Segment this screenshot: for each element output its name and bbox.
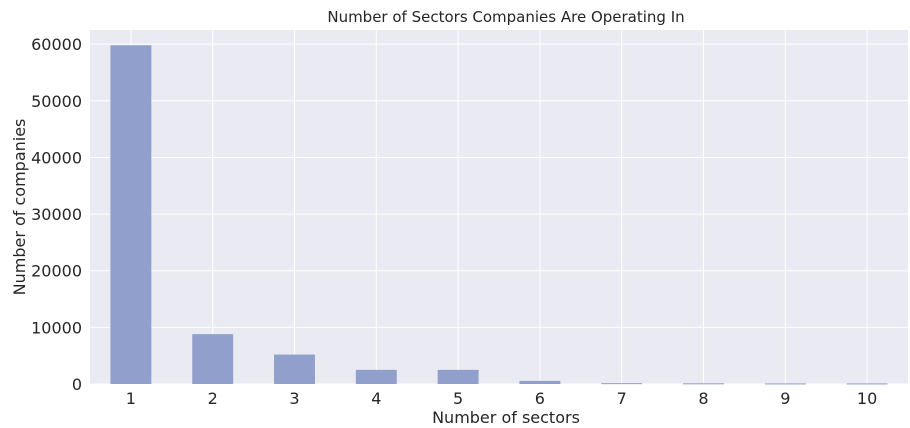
x-tick-label: 5 xyxy=(453,389,463,408)
y-axis-label: Number of companies xyxy=(10,119,29,296)
x-axis-ticks: 1 2 3 4 5 6 7 8 9 10 xyxy=(126,389,877,408)
y-tick-label: 10000 xyxy=(31,318,82,337)
y-tick-label: 60000 xyxy=(31,35,82,54)
bar-6 xyxy=(519,380,561,384)
y-tick-label: 20000 xyxy=(31,262,82,281)
x-tick-label: 9 xyxy=(780,389,790,408)
x-tick-label: 8 xyxy=(698,389,708,408)
x-tick-label: 1 xyxy=(126,389,136,408)
x-tick-label: 3 xyxy=(289,389,299,408)
bar-8 xyxy=(683,383,724,385)
y-tick-label: 50000 xyxy=(31,92,82,111)
x-tick-label: 7 xyxy=(617,389,627,408)
x-tick-label: 6 xyxy=(535,389,545,408)
x-tick-label: 2 xyxy=(208,389,218,408)
bars-layer xyxy=(110,45,888,385)
plot-area xyxy=(90,30,908,384)
bar-1 xyxy=(110,45,152,385)
bar-7 xyxy=(601,383,643,385)
bar-4 xyxy=(355,369,397,384)
y-axis-ticks: 0 10000 20000 30000 40000 50000 60000 xyxy=(31,35,82,394)
bar-5 xyxy=(437,369,479,384)
bar-10 xyxy=(846,383,888,385)
y-tick-label: 0 xyxy=(72,375,82,394)
y-tick-label: 40000 xyxy=(31,148,82,167)
bar-2 xyxy=(192,334,234,384)
chart-title: Number of Sectors Companies Are Operatin… xyxy=(327,8,684,26)
bar-9 xyxy=(764,383,806,385)
y-tick-label: 30000 xyxy=(31,205,82,224)
x-tick-label: 10 xyxy=(857,389,877,408)
x-axis-label: Number of sectors xyxy=(432,408,580,427)
x-tick-label: 4 xyxy=(371,389,381,408)
bar-3 xyxy=(274,354,315,384)
